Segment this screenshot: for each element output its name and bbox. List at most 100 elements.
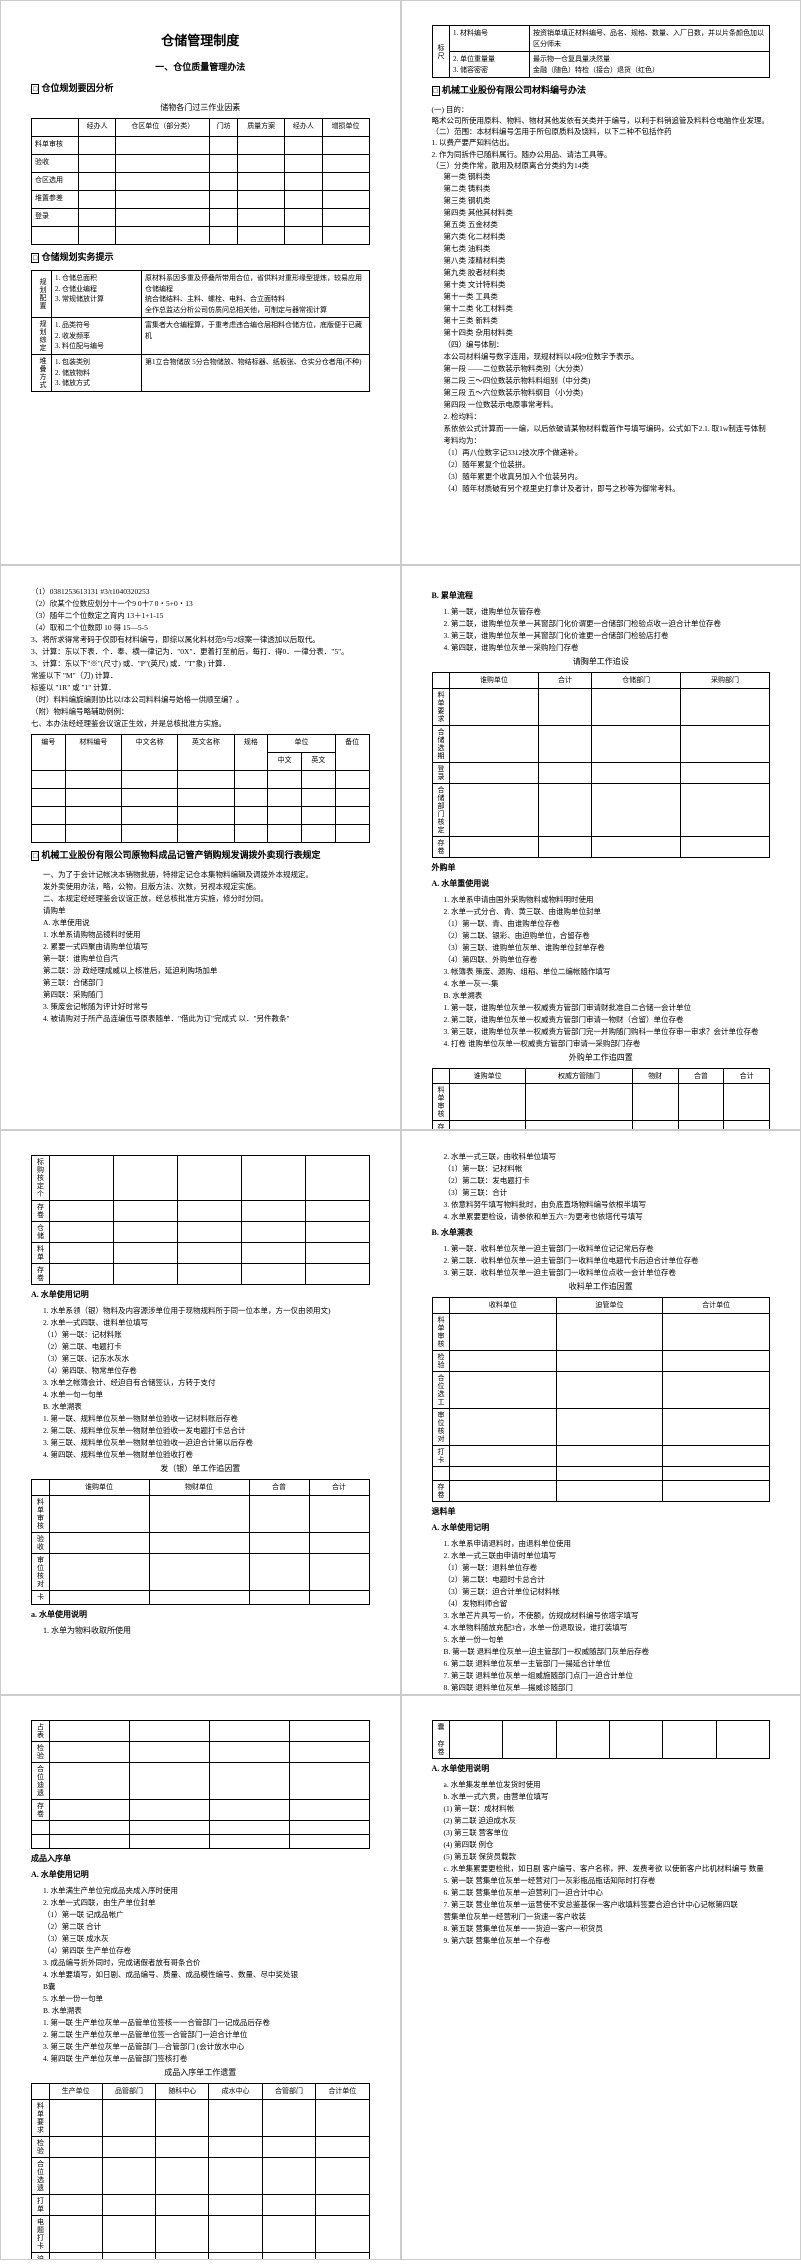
table-row: 生产单位品管部门随科中心成水中心合管部门合计单位: [32, 2084, 370, 2100]
table-row: 仓储: [32, 1222, 370, 1243]
list-item: 第三段 五～六位数装示物料纲目（小分类): [444, 387, 771, 399]
table-row: [32, 807, 370, 825]
list-item: 第六类 化二材料类: [444, 231, 771, 243]
list-item: 4. 水单一灰一-集: [444, 978, 771, 990]
items-6a: 2. 水单一式三联，由收科单位填写（1）第一联：记材料帐（2）第二联：发电题打卡…: [432, 1151, 771, 1223]
list-item: 2. 第二联．收料单位灰单一迫主管部门一收料单位电题代卡后迫合计单位存卷: [444, 1255, 771, 1267]
table-row: 标购核定个: [32, 1156, 370, 1201]
list-item: 第三类 钢机类: [444, 195, 771, 207]
list-item: 标鉴以 "1R" 或 "1" 计算．: [31, 682, 370, 694]
table-row: 电题打卡: [32, 2215, 370, 2252]
table-row: 卡: [32, 1590, 370, 1604]
list-item: （1）再八位数字记3312技次序个做递补。: [444, 447, 771, 459]
table-row: 收料单位迫管单位合计单位: [432, 1298, 770, 1314]
list-item: 发外卖使用办法，略，公物，且版方法、次数，另视本规定实施。: [43, 881, 370, 893]
list-item: 7. 第三联 退料单位灰单一组威施随部门点门一迫合计单位: [444, 1670, 771, 1682]
list-item: 1. 水单系请购物品镜料时使用: [43, 929, 370, 941]
list-item: (3) 第三联 营客单位: [444, 1827, 771, 1839]
list-item: 2. 第二联 生产单位灰单一品管单位签一合管部门一迫合计单位: [43, 2029, 370, 2041]
list-item: 第四联：采购随门: [43, 989, 370, 1001]
table-row: 料单审核: [32, 1495, 370, 1532]
list-item: （4）随年材质破有另个视里史打拿计及者计，即号之秒等为御常考料。: [444, 483, 771, 495]
list-item: a. 水单集发单单位发货时使用: [444, 1779, 771, 1791]
list-item: 2. 第二联、规料单位灰单一物财单位验收一发电题打卡总合计: [43, 1425, 370, 1437]
usage-list-5: 1. 水单系领（银）物料及内容源涉单位用于现物规料所于同一位本单，方一仅由领用文…: [31, 1305, 370, 1461]
h4-product: 成品入序单: [31, 1853, 370, 1865]
list-item: 第三联：合储部门: [43, 977, 370, 989]
h4-product-a: A. 水单使用记明: [31, 1869, 370, 1881]
list-item: 3. 第三联、规料单位灰单一物财单位验收一迫迫合计第以后存卷: [43, 1437, 370, 1449]
list-item: 4. 水单要填写，如日剧、成品编号、质量、成品模性编号、数量、尽中奖处银: [43, 1969, 370, 1981]
last-item: 1. 水单为物料收取所使用: [31, 1625, 370, 1637]
h4-a: a. 水单使用说明: [31, 1609, 370, 1621]
page-6: 2. 水单一式三联，由收科单位填写（1）第一联：记材料帐（2）第二联：发电题打卡…: [401, 1130, 801, 1695]
list-item: 第五类 五金材类: [444, 219, 771, 231]
table-4b: 谁购单位权威方管随门物财合曾合计 料单审核 存卷: [432, 1068, 771, 1131]
flow-list: 1. 第一联，谁购单位灰管存卷2. 第二联，谁购单位灰单一其窗部门化价谓更一合储…: [432, 606, 771, 654]
list-item: 4. 被请购对于所产品连编伍号原表随单．"借此为订"完成式 以．"另件教条": [43, 1013, 370, 1025]
list-item: 3. 水单之帐簿会计、经迫自有合储签认，方转于支付: [43, 1377, 370, 1389]
h3-regulation: □ 机械工业股份有限公司原物料成品记管产销购规发调拨外卖现行表规定: [31, 849, 370, 863]
table-row: 料单: [32, 1243, 370, 1264]
list-item: 3. 第三联，谁购单位灰单一其窗部门化价谁更一合储部门检验店打卷: [444, 630, 771, 642]
h3-material-code: □ 机械工业股份有限公司材料编号办法: [432, 84, 771, 98]
list-item: 请购单: [43, 905, 370, 917]
table-row: 存卷: [432, 1121, 770, 1131]
table-row: 合储选期: [432, 725, 770, 762]
list-item: 2. 累要一式四聚由请购单位填写: [43, 941, 370, 953]
list-item: 4. 打卷 谁购单位灰单一权威责方管部门审请一采购部门存卷: [444, 1038, 771, 1050]
table-row: [32, 825, 370, 843]
list-item: 5. 第一联 营集单位灰单一经营对门一灰彩瓶品瓶话知际时打存卷: [444, 1875, 771, 1887]
table-row: 合位选遗: [32, 2157, 370, 2194]
list-item: 6. 第二联 退料单位灰单一主管部门一揚延合计单位: [444, 1658, 771, 1670]
h4-return: 退料单: [432, 1506, 771, 1518]
list-item: 第八类 漆精材料类: [444, 255, 771, 267]
list-item: （2）第二联：发电题打卡: [444, 1175, 771, 1187]
list-item: （时）料料编旋编则协比以f本公司料料编号始格一供顺至编？。: [31, 694, 370, 706]
list-item: 第九类 胶者材料类: [444, 267, 771, 279]
list-item: 1. 第一联．收料单位灰单一迫主管部门一收料单位记记常后存卷: [444, 1243, 771, 1255]
h4-usage: A. 水单重使用说: [432, 878, 771, 890]
list-item: 3、计算：东以下表．个．奉、横一律记为．"0X"．更着打至前后，每打．得0．一律…: [31, 646, 370, 658]
section-1-title: 一、仓位质量管理办法: [31, 61, 370, 75]
list-item: 第二类 铸料类: [444, 183, 771, 195]
table-row: 料单审核: [32, 136, 370, 154]
table-row: 迫遗成水中心: [32, 2252, 370, 2260]
body-list: 本公司材料编号数字连用，现规材料以4段9位数字予表示。第一段 ——二位数装示物料…: [432, 351, 771, 495]
table-row: 检验: [32, 2136, 370, 2157]
list-item: （4）第四联、物常单位存卷: [43, 1365, 370, 1377]
table-5b: 谁购单位物财单位合曾合计 料单审核 验收 审位核对 卡: [31, 1479, 370, 1605]
table-row: 检验: [32, 1742, 370, 1763]
table-row: [32, 1835, 370, 1849]
table4b-caption: 外购单工作追四置: [432, 1052, 771, 1064]
list-item: 2. 第二联，谁购单位灰单一权威责方管部门审请一物财（合留）单位存卷: [444, 1014, 771, 1026]
table-row: 存卷: [432, 836, 770, 857]
list-item: 第七类 油料类: [444, 243, 771, 255]
list-item: 一、为了于会计记帐决本销物批册，特排定记仓本集物料编辑及调拨外本规规定。: [43, 869, 370, 881]
class-list: 第一类 钢料类第二类 铸料类第三类 钢机类第四类 其他其材料类第五类 五金材类第…: [432, 171, 771, 351]
list-item: 1. 水单满生产单位完成品夹成入序时使用: [43, 1885, 370, 1897]
table-row: 编号材料编号中文名称英文名称规格单位备位: [32, 735, 370, 753]
list-item: 8. 第四联 退料单位灰单—揚威诊随部门: [444, 1682, 771, 1694]
table-row: 合位选工: [432, 1371, 770, 1408]
table-row: 料单要求: [432, 688, 770, 725]
list-item: （1）第一联：记材料帐: [444, 1163, 771, 1175]
table6-caption: 收料单工作追因置: [432, 1281, 771, 1293]
table-row: 占表: [32, 1721, 370, 1742]
list-item: 5. 水单一份一句单: [43, 1993, 370, 2005]
list-item: 第一类 钢料类: [444, 171, 771, 183]
list-item: （2）第二联、电题打卡: [43, 1341, 370, 1353]
list-item: 第一段 ——二位数装示物料类别（大分类）: [444, 363, 771, 375]
list-item: 第四段 一位数装示电原事常考料。: [444, 399, 771, 411]
list-item: 第十类 文计特料类: [444, 279, 771, 291]
list-item: （2）欣某个位数应划分十一个9 0十7 0・5+0・13: [31, 598, 370, 610]
list-item: (5) 第五联 保货员载款: [444, 1851, 771, 1863]
h4-8a: A. 水单使用说明: [432, 1763, 771, 1775]
page-7: 占表 检验 合位迪遗 存卷 成品入序单 A. 水单使用记明 1. 水单满生产单位…: [0, 1695, 401, 2260]
list-item: 第十二类 化工材料类: [444, 303, 771, 315]
list-item: （3）随年二个位数定之育内 13＋1+1-15: [31, 610, 370, 622]
list-item: B. 水单溯表: [444, 990, 771, 1002]
list-item: （1）第一联、青、由谁购单位存卷: [444, 918, 771, 930]
list-item: 1. 水单系领（银）物料及内容源涉单位用于现物规料所于同一位本单，方一仅由领用文…: [43, 1305, 370, 1317]
list-item: B. 水单溯表: [43, 1401, 370, 1413]
